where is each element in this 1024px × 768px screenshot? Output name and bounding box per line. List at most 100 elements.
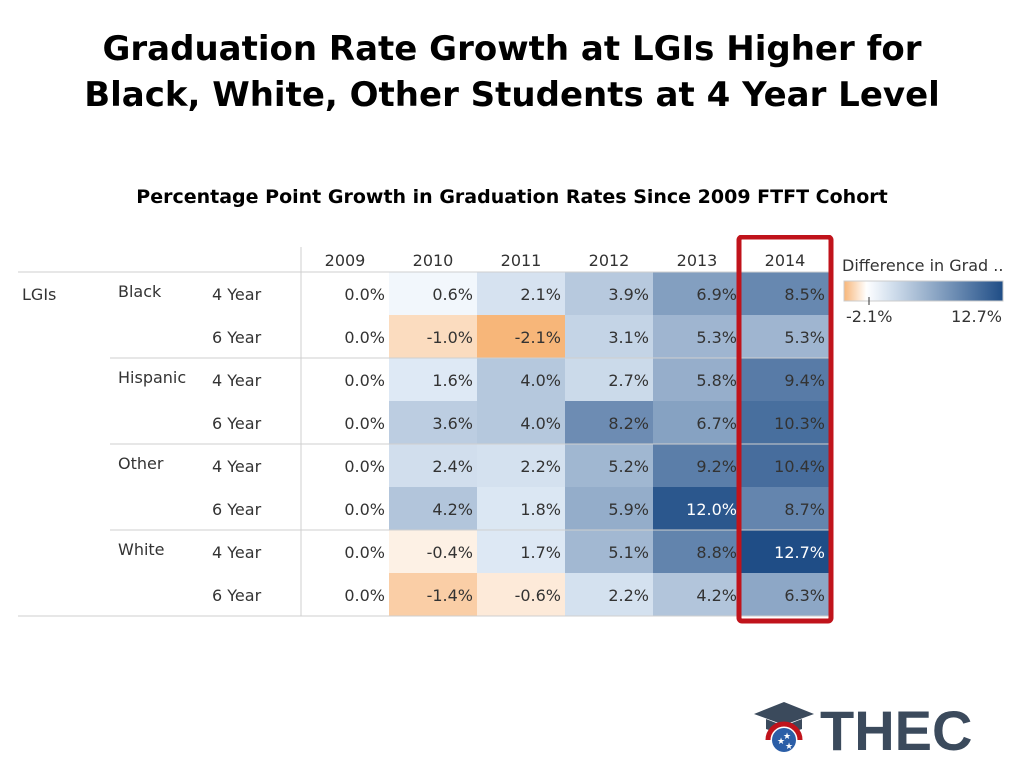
heatmap-cell [565, 573, 653, 616]
heatmap-cell [565, 272, 653, 315]
cell-value-label: 0.0% [344, 586, 385, 605]
level-label: 6 Year [212, 328, 262, 347]
heatmap-cell [741, 358, 829, 401]
heatmap-cell [565, 530, 653, 573]
legend-max-label: 12.7% [951, 307, 1002, 326]
cell-value-label: 12.0% [686, 500, 737, 519]
legend-title: Difference in Grad .. [842, 256, 1003, 275]
cell-value-label: 12.7% [774, 543, 825, 562]
heatmap-cell [477, 530, 565, 573]
legend-min-label: -2.1% [846, 307, 892, 326]
cell-value-label: 2.1% [520, 285, 561, 304]
heatmap-cell [389, 573, 477, 616]
column-header: 2011 [501, 251, 542, 270]
title-line-1: Graduation Rate Growth at LGIs Higher fo… [102, 29, 922, 69]
cell-value-label: 0.6% [432, 285, 473, 304]
svg-text:★: ★ [777, 737, 785, 747]
cell-value-label: 2.2% [520, 457, 561, 476]
heatmap-cell [389, 401, 477, 444]
svg-text:★: ★ [783, 732, 791, 742]
heatmap-cell [389, 358, 477, 401]
level-label: 4 Year [212, 285, 262, 304]
cell-value-label: 5.9% [608, 500, 649, 519]
heatmap-cell [741, 272, 829, 315]
column-header: 2014 [765, 251, 806, 270]
column-header: 2013 [677, 251, 718, 270]
thec-logo: ★ ★ ★ THEC [754, 699, 972, 758]
cell-value-label: -0.6% [515, 586, 561, 605]
svg-text:★: ★ [785, 742, 793, 752]
heatmap-cell [653, 358, 741, 401]
level-label: 4 Year [212, 457, 262, 476]
heatmap-cell [301, 401, 389, 444]
heatmap-cell [741, 315, 829, 358]
heatmap-cell [653, 444, 741, 487]
heatmap-cell [653, 401, 741, 444]
heatmap-cell [741, 573, 829, 616]
cell-value-label: 8.8% [696, 543, 737, 562]
cell-value-label: 5.3% [784, 328, 825, 347]
heatmap-cell [653, 272, 741, 315]
column-header: 2010 [413, 251, 454, 270]
heatmap-cell [301, 358, 389, 401]
heatmap-cell [301, 487, 389, 530]
cell-value-label: 2.7% [608, 371, 649, 390]
cell-value-label: 10.4% [774, 457, 825, 476]
cell-value-label: 4.0% [520, 414, 561, 433]
level-label: 6 Year [212, 500, 262, 519]
cell-value-label: 4.2% [432, 500, 473, 519]
cell-value-label: 3.6% [432, 414, 473, 433]
cell-value-label: 1.8% [520, 500, 561, 519]
cell-value-label: 4.0% [520, 371, 561, 390]
cell-value-label: 2.4% [432, 457, 473, 476]
graduation-cap-icon: ★ ★ ★ [754, 702, 814, 756]
heatmap-cell [565, 315, 653, 358]
cell-value-label: 9.4% [784, 371, 825, 390]
heatmap-cell [301, 530, 389, 573]
cell-value-label: 0.0% [344, 371, 385, 390]
cell-value-label: 8.5% [784, 285, 825, 304]
logo-text: THEC [820, 699, 972, 758]
cell-value-label: 10.3% [774, 414, 825, 433]
cell-value-label: 5.2% [608, 457, 649, 476]
title-line-2: Black, White, Other Students at 4 Year L… [84, 75, 940, 115]
chart-subtitle: Percentage Point Growth in Graduation Ra… [136, 186, 888, 208]
cell-value-label: 6.7% [696, 414, 737, 433]
cell-value-label: 6.3% [784, 586, 825, 605]
heatmap-cell [301, 272, 389, 315]
race-label: Other [118, 454, 164, 473]
level-label: 4 Year [212, 543, 262, 562]
heatmap-cell [741, 401, 829, 444]
heatmap-cell [389, 315, 477, 358]
heatmap-cell [477, 401, 565, 444]
cell-value-label: 3.1% [608, 328, 649, 347]
cell-value-label: -2.1% [515, 328, 561, 347]
cell-value-label: 1.7% [520, 543, 561, 562]
race-label: Black [118, 282, 162, 301]
heatmap-cell [389, 444, 477, 487]
heatmap-cell [565, 358, 653, 401]
cell-value-label: 5.3% [696, 328, 737, 347]
level-label: 6 Year [212, 586, 262, 605]
cell-value-label: 9.2% [696, 457, 737, 476]
race-label: White [118, 540, 165, 559]
heatmap-cell [653, 573, 741, 616]
heatmap-cell [653, 315, 741, 358]
page-title: Graduation Rate Growth at LGIs Higher fo… [0, 26, 1024, 118]
heatmap-cell [389, 530, 477, 573]
cell-value-label: -1.4% [427, 586, 473, 605]
cell-value-label: 0.0% [344, 414, 385, 433]
cell-value-label: 0.0% [344, 457, 385, 476]
heatmap-cell [565, 487, 653, 530]
heatmap-cell [477, 573, 565, 616]
heatmap-cell [741, 487, 829, 530]
cell-value-label: 5.8% [696, 371, 737, 390]
cell-value-label: 1.6% [432, 371, 473, 390]
cell-value-label: 0.0% [344, 328, 385, 347]
heatmap-cell [477, 272, 565, 315]
cell-value-label: 4.2% [696, 586, 737, 605]
heatmap-cell [301, 444, 389, 487]
cell-value-label: 5.1% [608, 543, 649, 562]
group-label: LGIs [22, 285, 56, 304]
heatmap-cell [565, 401, 653, 444]
